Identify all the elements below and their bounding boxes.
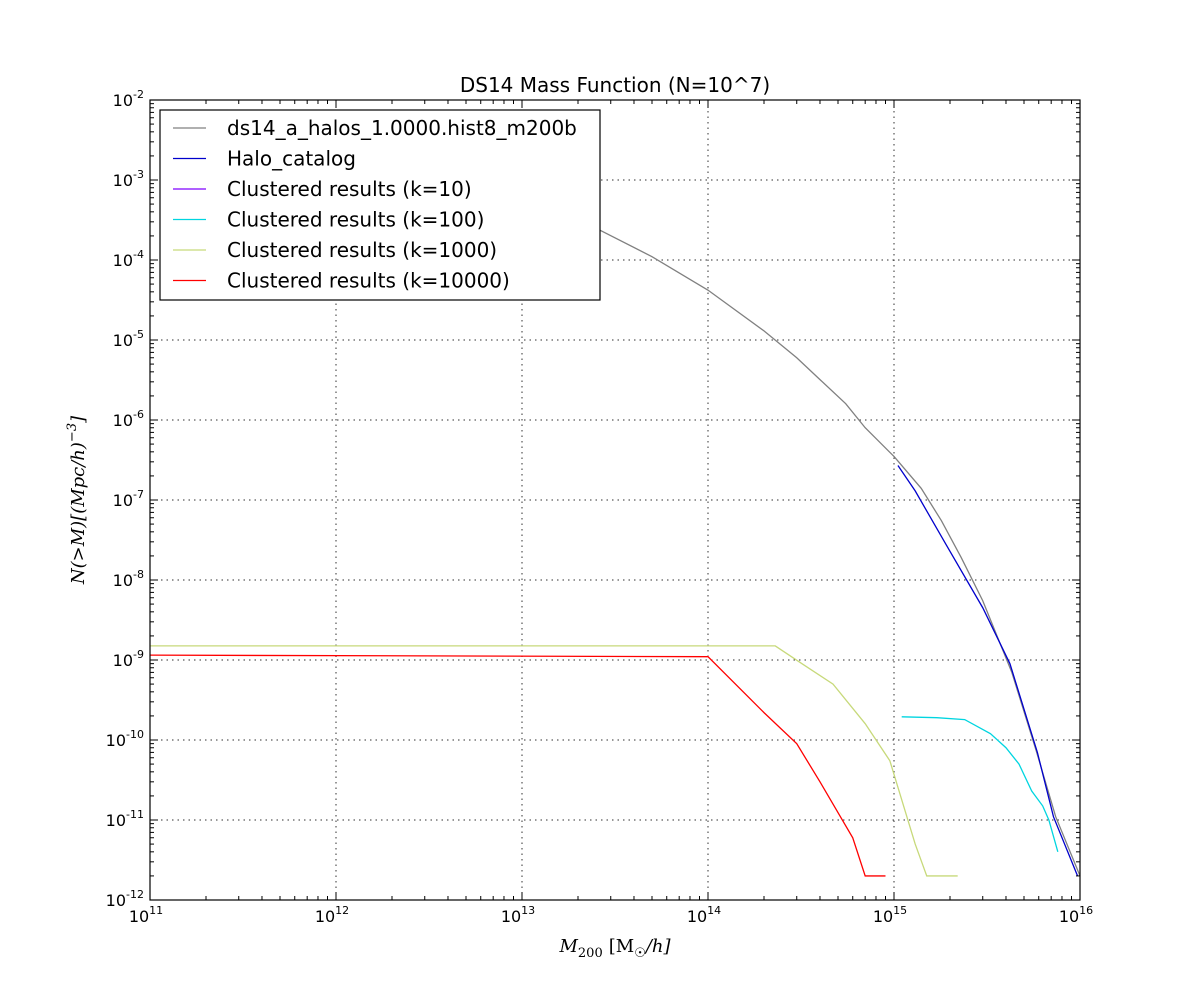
x-axis-label-unit: [M [609, 936, 634, 957]
y-tick-exp: -3 [133, 168, 144, 181]
chart-title: DS14 Mass Function (N=10^7) [460, 73, 770, 97]
y-tick-label: 10-3 [113, 168, 144, 190]
y-tick-label: 10-2 [113, 88, 144, 110]
y-tick-label: 10-6 [113, 408, 144, 430]
legend-box [159, 109, 601, 301]
legend-label-3: Clustered results (k=10) [227, 177, 472, 201]
legend: ds14_a_halos_1.0000.hist8_m200b Halo_cata… [159, 109, 601, 301]
legend-label-1: ds14_a_halos_1.0000.hist8_m200b [227, 116, 577, 140]
x-tick-label: 1014 [687, 904, 721, 926]
x-axis-label-sub: 200 [578, 946, 603, 961]
series-lines [149, 227, 1081, 877]
y-tick-exp: -2 [133, 88, 144, 101]
y-tick-base: 10 [113, 171, 133, 190]
y-tick-label: 10-9 [113, 648, 144, 670]
series-line-1 [595, 227, 1081, 877]
x-tick-label: 1011 [129, 904, 163, 926]
y-axis-label-main: N(>M)[(Mpc/h) [68, 442, 89, 585]
x-tick-exp: 16 [1079, 904, 1093, 917]
y-tick-label: 10-7 [113, 488, 144, 510]
y-axis-label-sup: −3 [65, 423, 80, 442]
y-tick-exp: -5 [133, 328, 144, 341]
x-tick-label: 1016 [1059, 904, 1093, 926]
y-tick-base: 10 [113, 411, 133, 430]
y-tick-label: 10-11 [106, 808, 144, 830]
x-tick-base: 10 [501, 907, 521, 926]
x-tick-label: 1013 [501, 904, 535, 926]
y-tick-exp: -7 [133, 488, 144, 501]
y-tick-exp: -9 [133, 648, 144, 661]
y-tick-base: 10 [106, 811, 126, 830]
series-line-5 [150, 645, 958, 877]
y-axis-label: N(>M)[(Mpc/h)−3] [65, 415, 89, 585]
x-tick-label: 1015 [873, 904, 907, 926]
y-tick-base: 10 [113, 651, 133, 670]
legend-label-2: Halo_catalog [227, 147, 356, 171]
y-tick-exp: -10 [126, 728, 144, 741]
y-tick-base: 10 [113, 251, 133, 270]
legend-items: ds14_a_halos_1.0000.hist8_m200b Halo_cata… [173, 116, 577, 293]
x-tick-base: 10 [129, 907, 149, 926]
x-axis-label-main: M [558, 936, 578, 957]
x-tick-base: 10 [687, 907, 707, 926]
x-axis-label-unit-sub: ☉ [634, 946, 646, 961]
x-tick-exp: 13 [521, 904, 535, 917]
y-tick-label: 10-12 [106, 888, 144, 910]
y-tick-base: 10 [113, 91, 133, 110]
x-tick-base: 10 [1059, 907, 1079, 926]
y-tick-base: 10 [113, 331, 133, 350]
y-tick-label: 10-5 [113, 328, 144, 350]
y-axis-label-tail: ] [68, 415, 89, 424]
y-tick-base: 10 [106, 731, 126, 750]
series-line-6 [149, 654, 886, 877]
series-line-2 [897, 465, 1079, 877]
x-tick-base: 10 [315, 907, 335, 926]
x-tick-exp: 11 [149, 904, 163, 917]
axis-ticks: 1011 1012 1013 1014 1015 101610-1210-1110-101… [106, 88, 1094, 926]
x-tick-exp: 15 [893, 904, 907, 917]
y-tick-exp: -4 [133, 248, 144, 261]
x-tick-exp: 12 [335, 904, 349, 917]
x-tick-exp: 14 [707, 904, 721, 917]
y-tick-exp: -11 [126, 808, 144, 821]
y-tick-base: 10 [106, 891, 126, 910]
series-line-4 [901, 716, 1059, 853]
x-tick-label: 1012 [315, 904, 349, 926]
legend-label-6: Clustered results (k=10000) [227, 269, 510, 293]
y-tick-label: 10-10 [106, 728, 144, 750]
y-tick-exp: -6 [133, 408, 144, 421]
x-tick-base: 10 [873, 907, 893, 926]
y-tick-exp: -12 [126, 888, 144, 901]
y-tick-base: 10 [113, 491, 133, 510]
y-tick-label: 10-8 [113, 568, 144, 590]
y-tick-label: 10-4 [113, 248, 144, 270]
y-tick-base: 10 [113, 571, 133, 590]
y-tick-exp: -8 [133, 568, 144, 581]
x-axis-label: M200 [M☉/h] [558, 936, 671, 961]
x-axis-label-unit-tail: /h] [644, 936, 672, 957]
legend-label-4: Clustered results (k=100) [227, 208, 484, 232]
legend-label-5: Clustered results (k=1000) [227, 238, 497, 262]
